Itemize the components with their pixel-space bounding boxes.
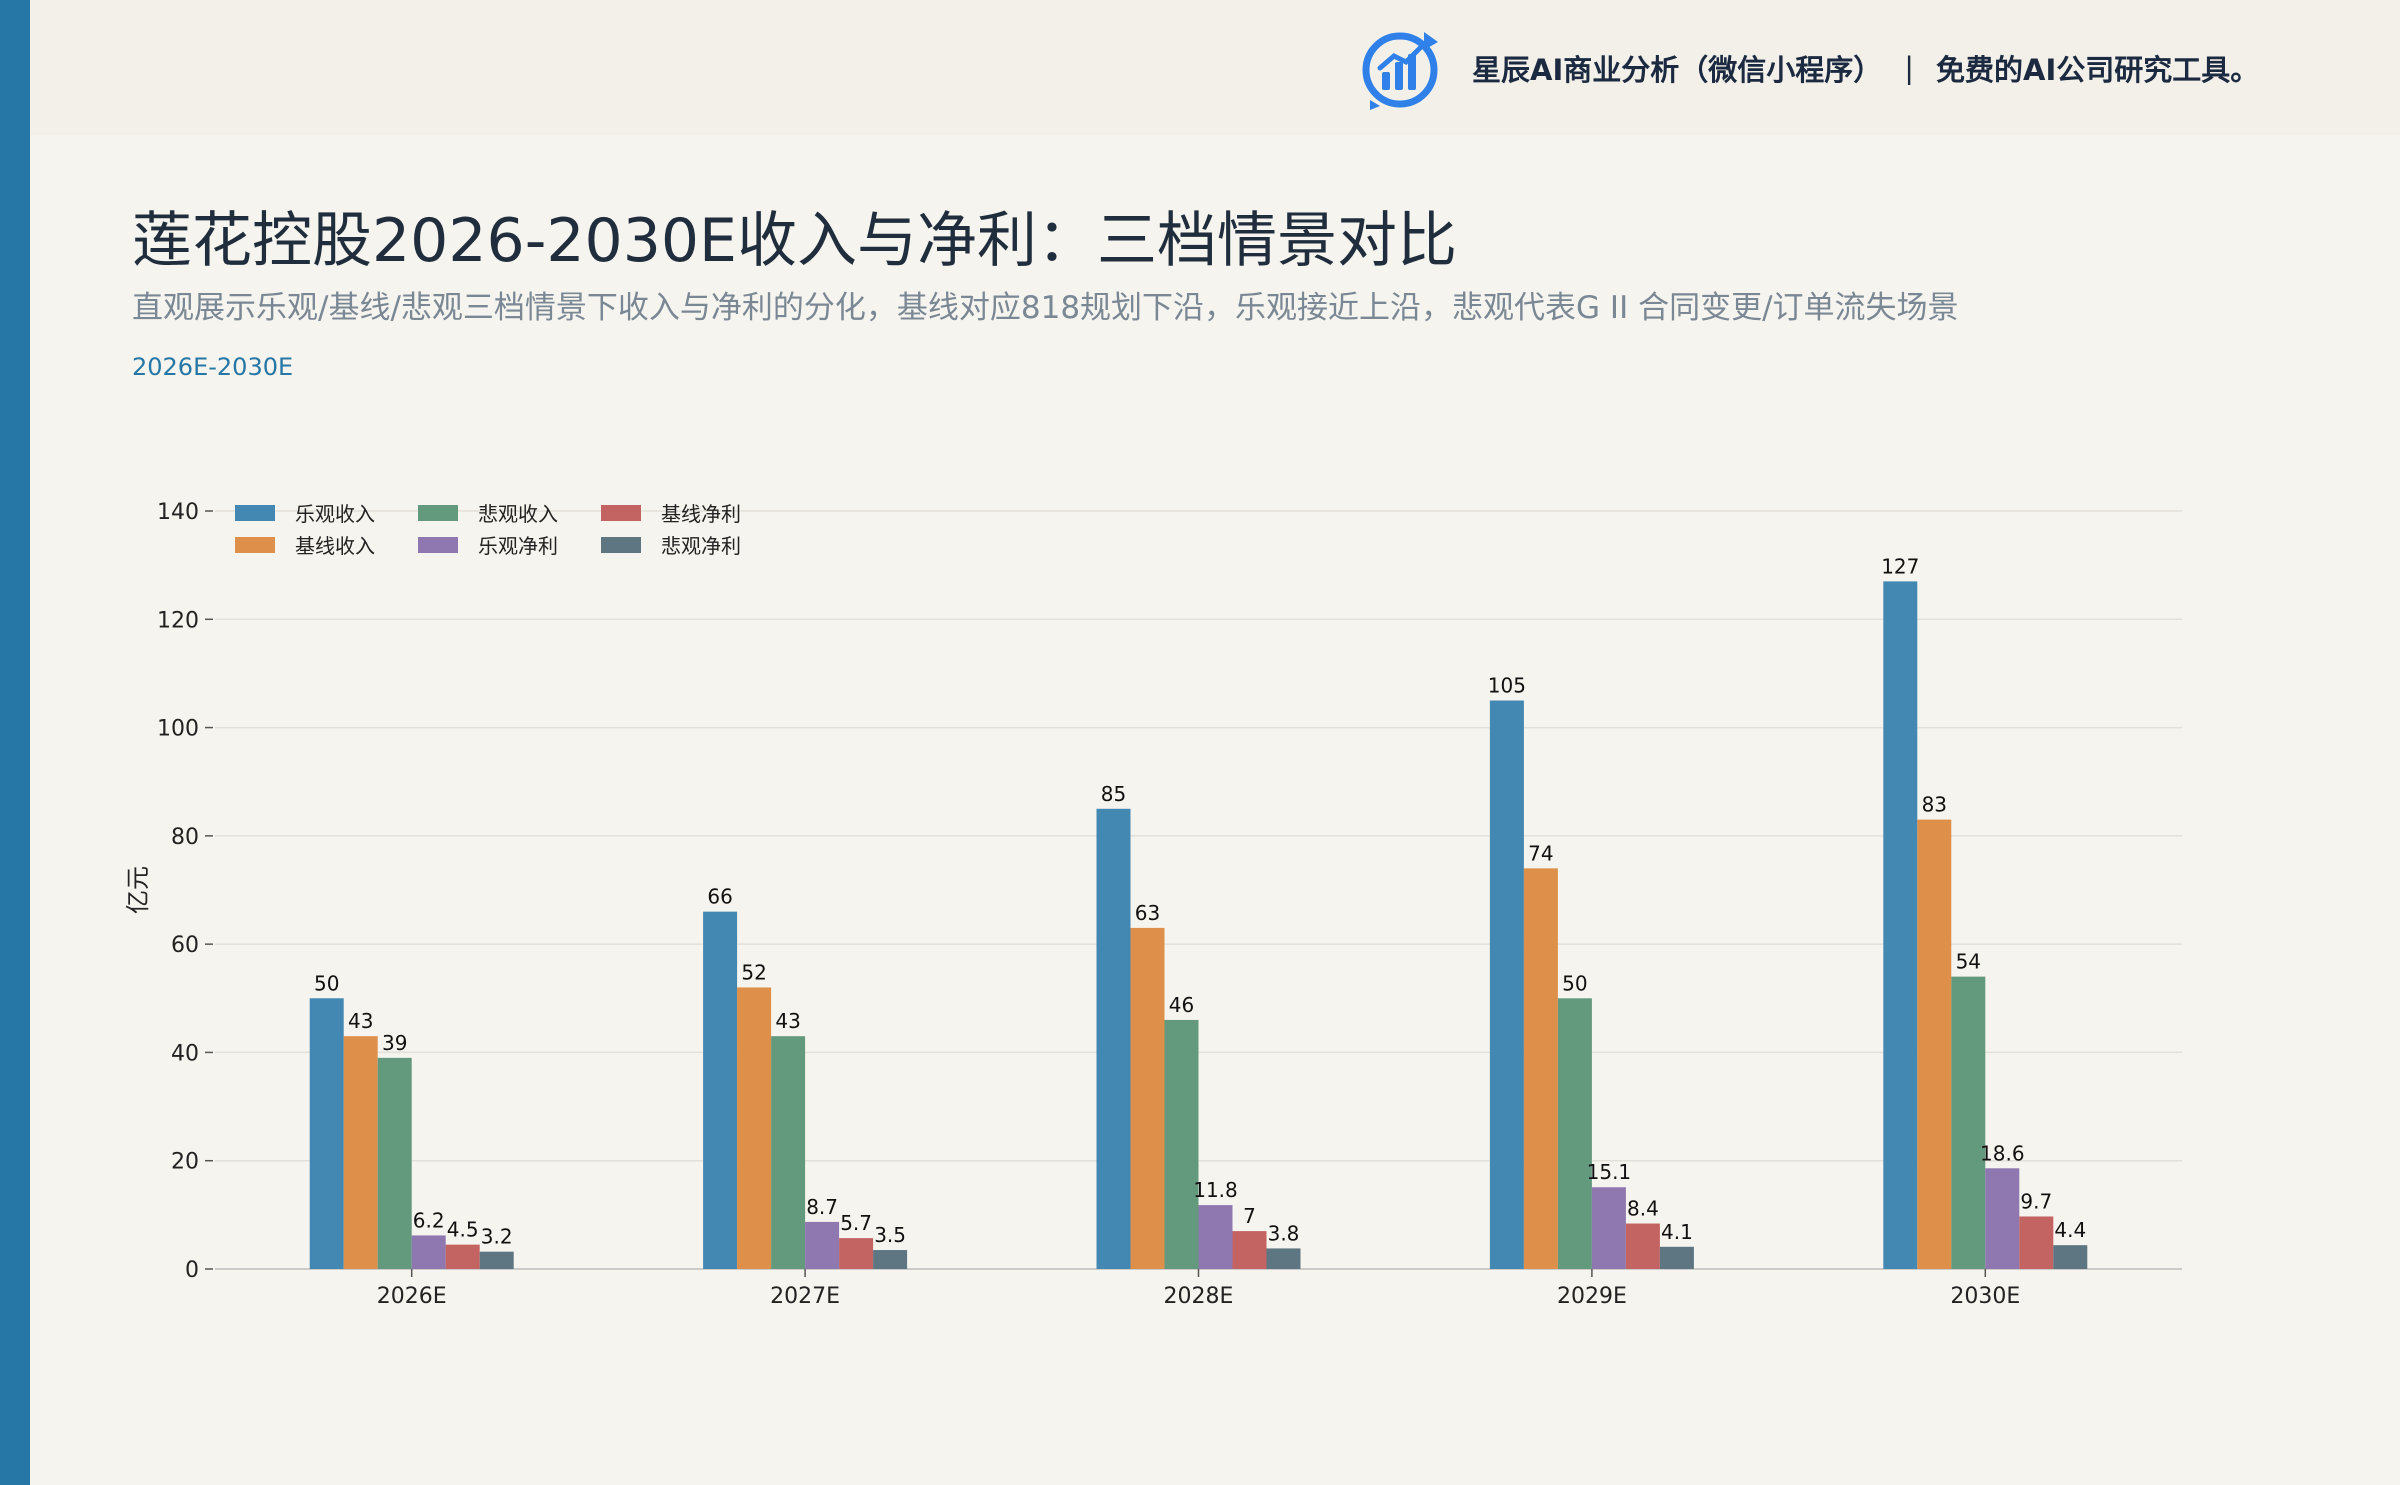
bar <box>377 1057 412 1269</box>
page-subtitle: 直观展示乐观/基线/悲观三档情景下收入与净利的分化，基线对应818规划下沿，乐观… <box>132 290 1959 326</box>
data-label: 63 <box>1135 901 1160 925</box>
y-tick-label: 120 <box>157 608 199 633</box>
legend-label: 基线净利 <box>661 502 741 526</box>
data-label: 5.7 <box>840 1211 872 1235</box>
data-label: 52 <box>741 960 766 984</box>
legend-label: 乐观净利 <box>478 534 558 558</box>
scenario-bar-chart: 0 20 40 60 80 100 120 140 亿元 50 43 39 6.2 4.5 3.2 2026E… <box>124 500 2182 1309</box>
bar <box>445 1244 480 1269</box>
brand-tagline: 免费的AI公司研究工具。 <box>1936 52 2260 87</box>
bar <box>1917 819 1952 1269</box>
data-label: 54 <box>1956 950 1981 974</box>
y-tick-label: 0 <box>185 1258 199 1283</box>
bar <box>1659 1246 1694 1269</box>
data-label: 8.4 <box>1627 1197 1659 1221</box>
legend-swatch <box>235 505 275 521</box>
bar <box>1489 700 1524 1269</box>
data-label: 6.2 <box>413 1208 445 1232</box>
legend-swatch <box>418 537 458 553</box>
data-label: 3.8 <box>1268 1221 1300 1245</box>
bar <box>2053 1245 2088 1269</box>
bar <box>1985 1168 2020 1269</box>
legend-swatch <box>235 537 275 553</box>
data-label: 8.7 <box>806 1195 838 1219</box>
data-label: 66 <box>707 885 732 909</box>
x-tick-label: 2028E <box>1164 1284 1234 1309</box>
y-tick-label: 60 <box>171 933 199 958</box>
data-label: 4.4 <box>2054 1218 2086 1242</box>
bar <box>805 1221 840 1269</box>
data-label: 46 <box>1169 993 1194 1017</box>
data-label: 4.1 <box>1661 1220 1693 1244</box>
y-tick-label: 40 <box>171 1041 199 1066</box>
bar <box>1523 868 1558 1269</box>
legend-label: 悲观净利 <box>661 534 741 558</box>
bar <box>1266 1248 1301 1269</box>
bar <box>1951 976 1986 1269</box>
bar <box>703 911 738 1269</box>
bar <box>1096 808 1131 1269</box>
bar <box>1232 1231 1267 1269</box>
data-label: 74 <box>1528 841 1553 865</box>
data-label: 11.8 <box>1193 1178 1238 1202</box>
bar <box>1557 998 1592 1269</box>
y-tick-label: 100 <box>157 717 199 742</box>
y-axis-label: 亿元 <box>124 866 152 914</box>
data-label: 105 <box>1488 674 1526 698</box>
legend-swatch <box>601 505 641 521</box>
data-label: 50 <box>1562 971 1587 995</box>
bar <box>1591 1187 1626 1269</box>
data-label: 15.1 <box>1587 1160 1632 1184</box>
x-tick-label: 2027E <box>770 1284 840 1309</box>
legend-label: 悲观收入 <box>478 502 558 526</box>
y-tick-label: 20 <box>171 1150 199 1175</box>
bar <box>839 1238 874 1269</box>
y-tick-label: 140 <box>157 500 199 525</box>
legend-label: 基线收入 <box>295 534 375 558</box>
bar <box>343 1036 378 1269</box>
data-label: 18.6 <box>1980 1141 2025 1165</box>
data-label: 43 <box>348 1009 373 1033</box>
x-tick-label: 2026E <box>377 1284 447 1309</box>
brand-separator: | <box>1904 50 1915 85</box>
page-title: 莲花控股2026-2030E收入与净利：三档情景对比 <box>132 206 1457 276</box>
bar <box>411 1235 446 1269</box>
bar-chart-refresh-icon <box>1362 31 1438 110</box>
brand-header: 星辰AI商业分析（微信小程序） | 免费的AI公司研究工具。 <box>1360 0 2259 135</box>
bar <box>1625 1223 1660 1269</box>
accent-side-bar <box>0 0 30 1485</box>
bar <box>2019 1216 2054 1269</box>
x-tick-label: 2030E <box>1950 1284 2020 1309</box>
bar <box>873 1250 908 1269</box>
y-tick-label: 80 <box>171 825 199 850</box>
x-tick-label: 2029E <box>1557 1284 1627 1309</box>
data-label: 4.5 <box>447 1218 479 1242</box>
bar <box>479 1251 514 1269</box>
data-label: 3.2 <box>481 1225 513 1249</box>
data-label: 7 <box>1243 1204 1256 1228</box>
period-range: 2026E-2030E <box>132 353 294 381</box>
data-label: 9.7 <box>2020 1189 2052 1213</box>
legend-swatch <box>418 505 458 521</box>
data-label: 50 <box>314 971 339 995</box>
legend-label: 乐观收入 <box>295 502 375 526</box>
bar <box>737 987 772 1269</box>
brand-name: 星辰AI商业分析（微信小程序） <box>1472 52 1883 87</box>
data-label: 3.5 <box>874 1223 906 1247</box>
data-label: 127 <box>1881 554 1919 578</box>
bar <box>1130 927 1165 1269</box>
data-label: 43 <box>775 1009 800 1033</box>
bar <box>1164 1019 1199 1269</box>
bar <box>771 1036 806 1269</box>
header-band <box>30 0 2400 135</box>
bar <box>309 998 344 1269</box>
bar <box>1883 581 1918 1269</box>
data-label: 39 <box>382 1031 407 1055</box>
data-label: 83 <box>1922 793 1947 817</box>
legend-swatch <box>601 537 641 553</box>
data-label: 85 <box>1101 782 1126 806</box>
bar <box>1198 1205 1233 1269</box>
